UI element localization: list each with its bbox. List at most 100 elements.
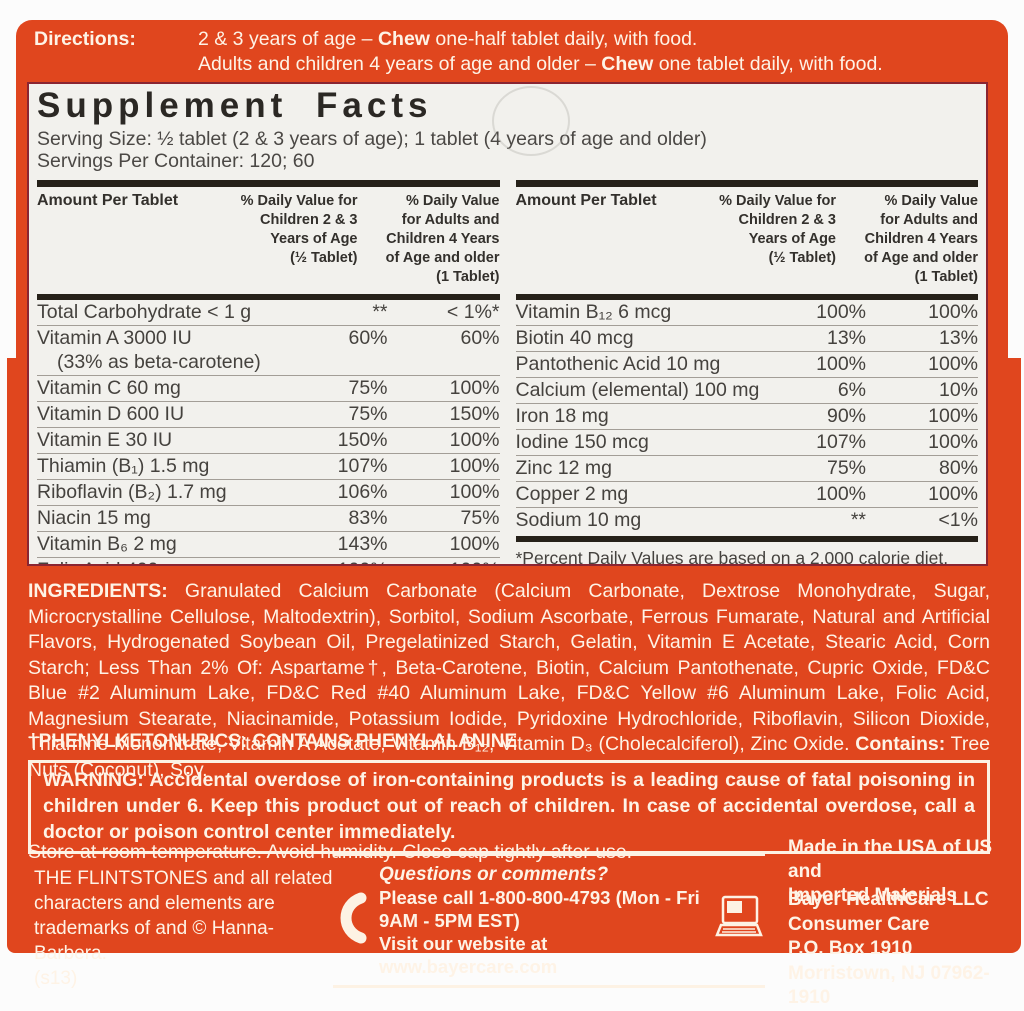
table-row: Thiamin (B₁) 1.5 mg 107% 100% (37, 454, 500, 480)
facts-table-right: Amount Per Tablet % Daily Value for Chil… (515, 180, 979, 564)
trademark-notice: THE FLINTSTONES and all related characte… (34, 866, 334, 991)
divider-thick (515, 180, 978, 187)
table-row: Iodine 150 mcg 107% 100% (515, 430, 978, 456)
address-line1: Bayer HealthCare LLC (788, 889, 989, 910)
computer-icon (715, 895, 763, 946)
made-in: Made in the USA of US and Imported Mater… (788, 836, 1018, 908)
dv-children: 100% (816, 353, 866, 375)
dv-adults: 100% (449, 377, 500, 399)
sticker-mark (492, 86, 570, 156)
divider-thick (37, 294, 500, 300)
table-row: Vitamin E 30 IU 150% 100% (37, 428, 500, 454)
dv-children: 150% (337, 429, 388, 451)
phenylketonurics-notice: †PHENYLKETONURICS: CONTAINS PHENYLALANIN… (28, 731, 518, 752)
nutrient-name: Vitamin D 600 IU (37, 403, 185, 425)
nutrient-name: Iodine 150 mcg (515, 431, 649, 453)
address-line3: P.O. Box 1910 (788, 938, 913, 959)
dv-children: 106% (337, 481, 388, 503)
dv-children: 100% (816, 483, 866, 505)
warning-label: WARNING: (43, 769, 144, 791)
table-header: Amount Per Tablet % Daily Value for Chil… (37, 187, 500, 294)
contact-phone: Please call 1-800-800-4793 (Mon - Fri 9A… (379, 887, 700, 931)
address-line4: Morristown, NJ 07962-1910 (788, 962, 990, 1009)
col-header-adults: % Daily Value for Adults and Children 4 … (864, 193, 978, 285)
dv-children: 107% (816, 431, 866, 453)
dv-children: ** (372, 301, 388, 323)
made-in-line2: Imported Materials (788, 885, 957, 906)
directions-line1-rest: one-half tablet daily, with food. (429, 28, 698, 50)
table-row: Folic Acid 400 mcg 100% 100% (37, 558, 500, 565)
col-header-amount: Amount Per Tablet (515, 192, 657, 209)
nutrient-name: Vitamin B₁₂ 6 mcg (515, 301, 672, 323)
servings-per-container: Servings Per Container: 120; 60 (37, 150, 315, 172)
dv-adults: < 1%* (446, 301, 500, 323)
col-header-amount: Amount Per Tablet (37, 192, 179, 209)
address-line2: Consumer Care (788, 913, 930, 935)
contact-block: Questions or comments? Please call 1-800… (333, 853, 765, 988)
trademark-line2: characters and elements are (34, 893, 275, 914)
table-header: Amount Per Tablet % Daily Value for Chil… (516, 187, 979, 294)
table-row: Copper 2 mg 100% 100% (515, 482, 978, 508)
table-row: Vitamin B₆ 2 mg 143% 100% (37, 532, 500, 558)
dv-children: 75% (348, 377, 388, 399)
nutrient-name-sub: (33% as beta-carotene) (57, 351, 261, 373)
divider-thick (515, 536, 978, 542)
dv-adults: 100% (928, 405, 978, 427)
nutrient-name: Calcium (elemental) 100 mg (515, 379, 760, 401)
table-row: Sodium 10 mg ** <1% (516, 508, 979, 533)
dv-children: 100% (293, 560, 388, 565)
trademark-line1: THE FLINTSTONES and all related (34, 868, 333, 889)
col-header-children: % Daily Value for Children 2 & 3 Years o… (719, 193, 836, 266)
table-row: Pantothenic Acid 10 mg 100% 100% (515, 352, 978, 378)
nutrient-name: Riboflavin (B₂) 1.7 mg (37, 481, 227, 503)
nutrient-name: Vitamin B₆ 2 mg (37, 533, 177, 555)
directions-line2: Adults and children 4 years of age and o… (198, 52, 964, 77)
dv-adults: 100% (449, 481, 500, 503)
directions-line1: 2 & 3 years of age – Chew one-half table… (198, 27, 964, 52)
footnotes: *Percent Daily Values are based on a 2,0… (516, 548, 979, 564)
nutrient-name: Copper 2 mg (515, 483, 629, 505)
nutrient-name: Total Carbohydrate < 1 g (37, 301, 252, 323)
dv-adults: 100% (928, 301, 978, 323)
directions-label: Directions: (34, 28, 136, 50)
made-in-line1: Made in the USA of US and (788, 837, 993, 882)
contains-text: Tree Nuts (Coconut), Soy. (28, 733, 991, 781)
table-row: Biotin 40 mcg 13% 13% (515, 326, 978, 352)
dv-adults: 10% (938, 379, 978, 401)
trademark-line4: (s13) (34, 968, 78, 989)
table-row: Zinc 12 mg 75% 80% (515, 456, 978, 482)
col-header-children: % Daily Value for Children 2 & 3 Years o… (240, 193, 358, 266)
table-row: Calcium (elemental) 100 mg 6% 10% (515, 378, 978, 404)
nutrient-name: Vitamin E 30 IU (37, 429, 173, 451)
dv-adults: 150% (449, 403, 500, 425)
dv-adults: 100% (449, 455, 500, 477)
supplement-facts-title: Supplement Facts (37, 86, 433, 125)
nutrient-name: Vitamin A 3000 IU (33% as beta-carotene) (37, 328, 293, 373)
nutrient-name: Thiamin (B₁) 1.5 mg (37, 455, 210, 477)
dv-adults: 100% (928, 483, 978, 505)
dv-children: 60% (348, 327, 388, 349)
contact-question: Questions or comments? (379, 864, 609, 885)
nutrient-name: Folic Acid 400 mcg (37, 560, 293, 565)
table-row: Vitamin C 60 mg 75% 100% (37, 376, 500, 402)
table-row: Riboflavin (B₂) 1.7 mg 106% 100% (37, 480, 500, 506)
dv-children: 13% (826, 327, 866, 349)
table-row: Vitamin D 600 IU 75% 150% (37, 402, 500, 428)
ingredients: INGREDIENTS: Granulated Calcium Carbonat… (28, 579, 990, 783)
nutrient-name: Niacin 15 mg (37, 507, 151, 529)
facts-table-left: Amount Per Tablet % Daily Value for Chil… (37, 180, 500, 565)
dv-adults: 100% (928, 431, 978, 453)
dv-children: 75% (348, 403, 388, 425)
table-row: Vitamin B₁₂ 6 mcg 100% 100% (515, 300, 978, 326)
company-address: Bayer HealthCare LLC Consumer Care P.O. … (788, 888, 1018, 1011)
ingredients-label: INGREDIENTS: (28, 580, 168, 602)
dv-adults: 80% (938, 457, 978, 479)
phone-icon (335, 892, 369, 949)
contact-website: Visit our website at www.bayercare.com (379, 933, 558, 977)
dv-adults: 100% (928, 353, 978, 375)
contains-label: Contains: (855, 733, 946, 755)
nutrient-name: Pantothenic Acid 10 mg (515, 353, 721, 375)
nutrient-name: Sodium 10 mg (515, 509, 642, 531)
dv-children: 143% (337, 533, 388, 555)
dv-adults: 75% (460, 507, 500, 529)
